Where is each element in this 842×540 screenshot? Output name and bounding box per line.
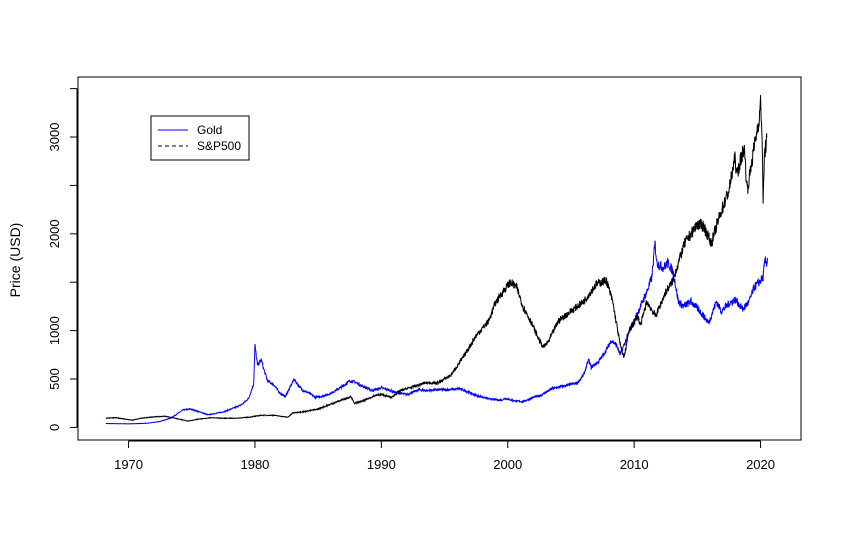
y-axis: 0 500 1000 2000 3000: [47, 88, 78, 431]
plot-frame: [77, 76, 802, 441]
x-tick-label-1990: 1990: [367, 457, 396, 472]
legend-label-gold: Gold: [197, 123, 222, 137]
y-tick-label-3000: 3000: [47, 123, 62, 152]
y-axis-title: Price (USD): [7, 223, 23, 298]
x-tick-label-2020: 2020: [746, 457, 775, 472]
x-tick-label-1980: 1980: [240, 457, 269, 472]
y-tick-label-500: 500: [47, 368, 62, 390]
legend: Gold S&P500: [150, 115, 250, 161]
y-tick-label-2000: 2000: [47, 219, 62, 248]
x-axis: 1970 1980 1990 2000 2010 2020: [114, 440, 775, 472]
plot-area: [105, 94, 768, 425]
legend-box: [150, 115, 250, 161]
series-line-gold: [105, 240, 768, 425]
x-tick-label-2010: 2010: [620, 457, 649, 472]
series-line-sp500: [105, 94, 768, 422]
x-tick-label-1970: 1970: [114, 457, 143, 472]
x-tick-label-2000: 2000: [493, 457, 522, 472]
y-tick-label-1000: 1000: [47, 316, 62, 345]
legend-label-sp500: S&P500: [197, 139, 241, 153]
y-tick-label-0: 0: [47, 424, 62, 431]
